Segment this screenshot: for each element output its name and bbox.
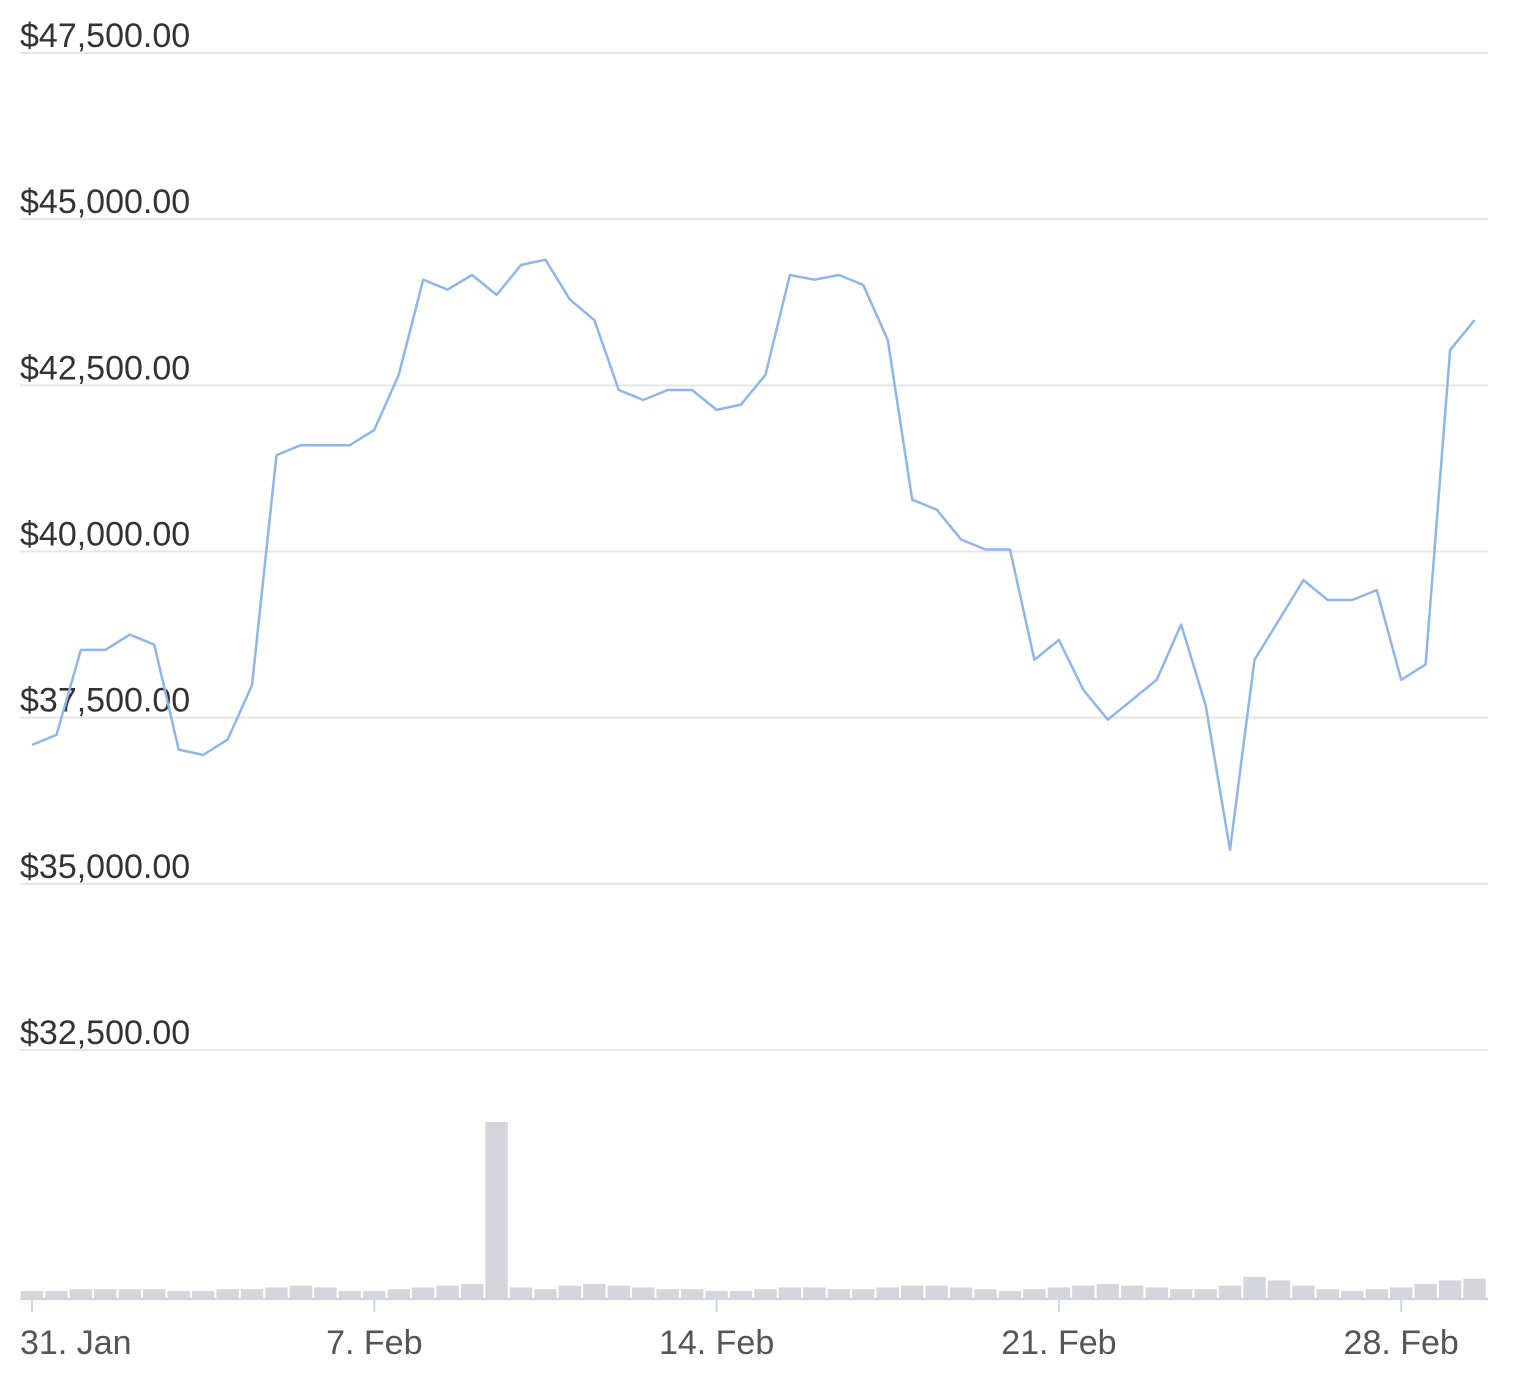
volume-bar [216,1289,239,1298]
volume-bar [143,1289,166,1298]
volume-bar [656,1289,679,1298]
volume-bar [387,1289,410,1298]
volume-bar [289,1285,313,1298]
volume-bar [338,1290,362,1298]
volume-bar [803,1287,826,1298]
volume-bar [363,1290,386,1298]
x-tick-label: 14. Feb [659,1324,774,1362]
volume-bar [1341,1290,1364,1298]
y-tick-label: $47,500.00 [20,17,190,55]
y-tick-label: $32,500.00 [20,1014,190,1052]
volume-bar [1194,1289,1217,1298]
volume-bar [1243,1276,1266,1298]
volume-bar [1218,1285,1242,1298]
y-tick-label: $42,500.00 [20,349,190,387]
volume-bar [1169,1289,1193,1298]
volume-bar [118,1289,142,1298]
y-tick-label: $35,000.00 [20,848,190,886]
volume-bar [1438,1280,1462,1298]
y-tick-label: $37,500.00 [20,682,190,720]
volume-bar [191,1290,215,1298]
price-line [31,258,1476,852]
volume-bar [1389,1287,1413,1298]
volume-bar [1267,1280,1291,1298]
volume-bar [1023,1289,1046,1298]
volume-bar [20,1290,44,1298]
volume-bar [680,1289,704,1298]
volume-bar [69,1289,93,1298]
volume-bar [827,1289,851,1298]
volume-bar [240,1289,264,1298]
volume-bar [485,1122,508,1298]
volume-bar [509,1287,533,1298]
volume-bar [94,1289,117,1298]
volume-bar [925,1285,948,1298]
volume-bar [607,1285,631,1298]
volume-bar [583,1283,606,1298]
volume-bar [852,1289,875,1298]
volume-bar [534,1289,557,1298]
volume-bar [265,1287,288,1298]
x-tick-label: 21. Feb [1001,1324,1116,1362]
volume-bar [1047,1287,1071,1298]
volume-bar [754,1289,777,1298]
volume-bar [1316,1289,1340,1298]
volume-bar [167,1290,190,1298]
volume-bar [876,1287,899,1298]
x-tick-label: 28. Feb [1344,1324,1459,1362]
volume-bar [411,1287,435,1298]
volume-bar [1145,1287,1168,1298]
volume-bar [1121,1285,1144,1298]
volume-bar [436,1285,459,1298]
volume-bar [998,1290,1022,1298]
volume-bar [1463,1278,1486,1298]
volume-bar [1414,1283,1437,1298]
y-tick-label: $40,000.00 [20,516,190,554]
volume-bar [1292,1285,1315,1298]
x-tick-label: 7. Feb [326,1324,422,1362]
volume-bar [1365,1289,1388,1298]
volume-bar [558,1285,582,1298]
volume-bar [1072,1285,1095,1298]
volume-bar [778,1287,802,1298]
volume-bar [314,1287,337,1298]
y-tick-label: $45,000.00 [20,183,190,221]
volume-bar [974,1289,997,1298]
volume-bar [949,1287,973,1298]
volume-bar [900,1285,924,1298]
volume-bar [729,1290,753,1298]
volume-bar [1096,1283,1120,1298]
volume-bar [632,1287,655,1298]
volume-bar [705,1290,728,1298]
volume-bar [45,1290,68,1298]
x-tick-label: 31. Jan [20,1324,132,1362]
volume-bar [460,1283,484,1298]
